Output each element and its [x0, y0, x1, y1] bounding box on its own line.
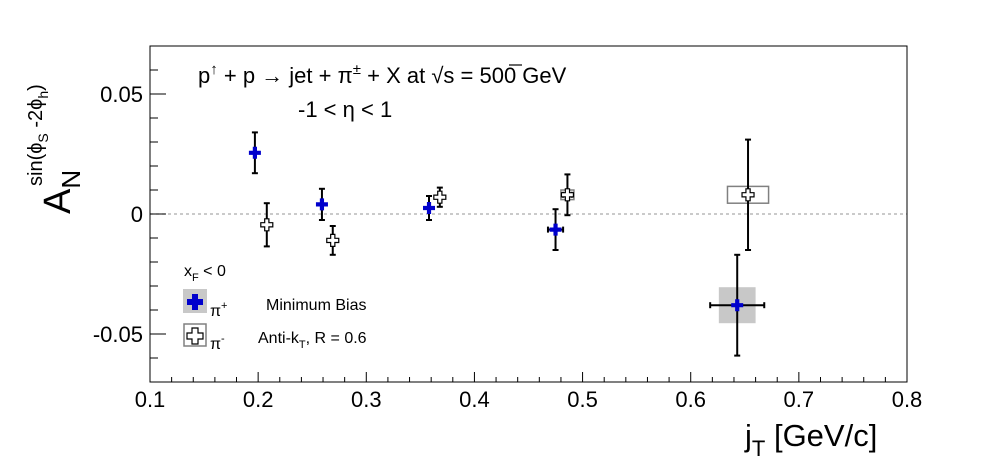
y-tick-label: 0.05 [100, 82, 143, 107]
data-point-pi-plus [248, 146, 261, 159]
legend-entry-pi-minus: π- Anti-kT, R = 0.6 [183, 323, 367, 353]
data-point-pi-plus [423, 202, 436, 214]
x-tick-label: 0.1 [135, 387, 166, 412]
legend-label-minimum-bias: Minimum Bias [266, 297, 366, 314]
legend-label-anti-kt: Anti-kT, R = 0.6 [258, 330, 367, 351]
legend-symbol-pi-minus: π- [210, 333, 225, 353]
data-point-pi-minus [433, 190, 447, 204]
x-tick-label: 0.5 [567, 387, 598, 412]
chart-title-line2: -1 < η < 1 [298, 97, 392, 122]
chart-title-line1: p↑ + p → jet + π± + X at √s = 500 GeV [198, 61, 567, 88]
legend-header: xF < 0 [184, 263, 226, 284]
x-tick-label: 0.7 [784, 387, 815, 412]
svg-text:AN: AN [37, 170, 86, 214]
y-tick-label: 0 [131, 202, 143, 227]
data-layer [248, 131, 770, 357]
x-axis-label: jT [GeV/c] [744, 418, 877, 461]
x-tick-label: 0.6 [675, 387, 706, 412]
plot-frame [149, 45, 908, 383]
axis-layer: 0.1 0.2 0.3 0.4 0.5 0.6 0.7 0.8 -0.05 0 0.05 [93, 45, 923, 412]
svg-text:sin(ϕS -2ϕh): sin(ϕS -2ϕh) [25, 84, 51, 186]
data-point-pi-minus [741, 188, 755, 202]
x-tick-label: 0.8 [892, 387, 923, 412]
data-point-pi-minus [560, 188, 575, 202]
x-tick-label: 0.2 [243, 387, 274, 412]
legend: xF < 0 π+ Minimum Bias π- Anti-kT, R = 0… [183, 263, 367, 353]
legend-marker-filled-cross [187, 294, 203, 310]
data-point-pi-plus [315, 198, 328, 211]
data-point-pi-plus [731, 299, 744, 312]
y-tick-label: -0.05 [93, 322, 143, 347]
legend-symbol-pi-plus: π+ [210, 300, 227, 320]
y-axis-label: AN sin(ϕS -2ϕh) [25, 84, 86, 214]
data-point-pi-plus [549, 223, 562, 236]
x-tick-label: 0.3 [351, 387, 382, 412]
legend-marker-open-cross [186, 327, 204, 345]
legend-entry-pi-plus: π+ Minimum Bias [183, 289, 366, 320]
x-tick-label: 0.4 [459, 387, 490, 412]
data-point-pi-minus [326, 233, 340, 247]
data-point-pi-minus [260, 218, 274, 232]
